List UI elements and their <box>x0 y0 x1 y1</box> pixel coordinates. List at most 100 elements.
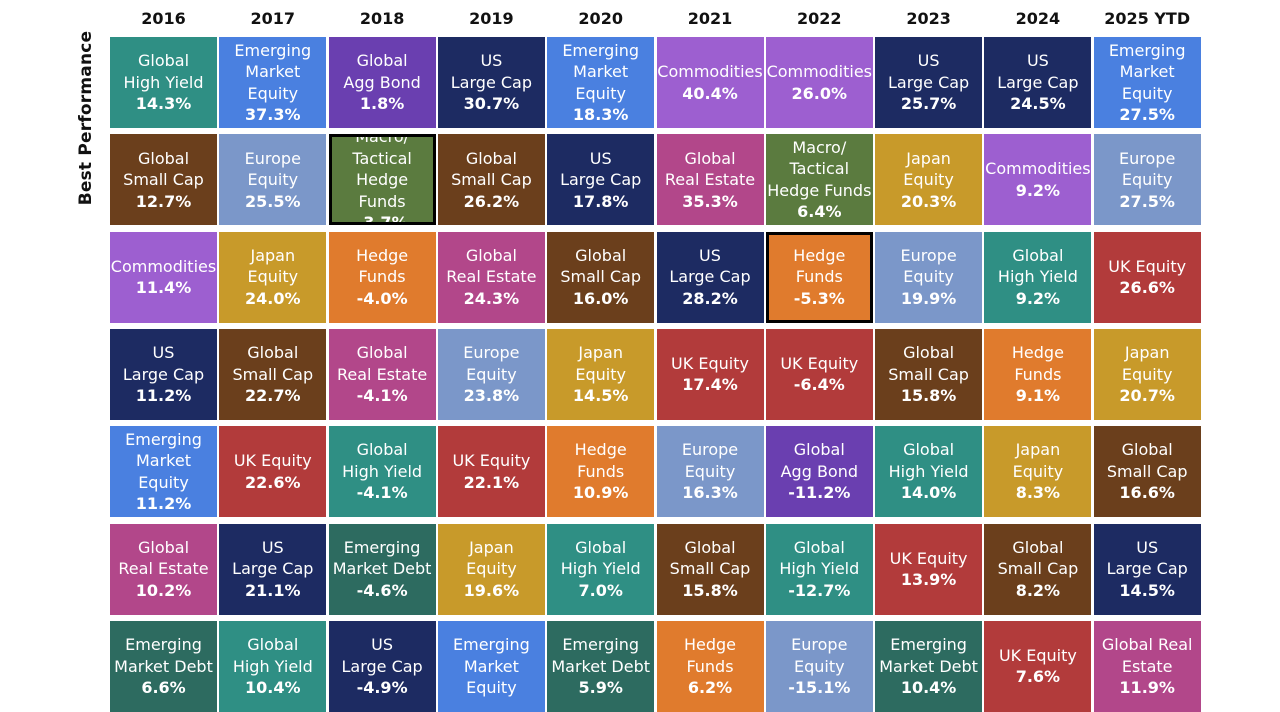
year-label: 2019 <box>469 9 514 28</box>
performance-cell: Macro/ Tactical Hedge Funds 6.4% <box>765 134 873 226</box>
return-value: 30.7% <box>463 94 520 114</box>
performance-cell: Japan Equity 24.0% <box>219 231 327 323</box>
year-label: 2020 <box>578 9 623 28</box>
asset-name: Global High Yield <box>342 440 423 481</box>
return-value: -11.2% <box>788 483 851 503</box>
asset-name: Europe Equity <box>244 148 301 190</box>
return-value: 24.0% <box>245 288 301 308</box>
asset-name: Global Small Cap <box>1106 440 1188 481</box>
asset-name: US Large Cap <box>122 343 205 384</box>
asset-name: Global Real Estate <box>118 537 209 579</box>
asset-name: Emerging Market Equity <box>453 635 530 698</box>
return-value: 28.2% <box>682 288 738 308</box>
return-value: 24.5% <box>1010 94 1066 114</box>
return-value: 9.2% <box>1015 288 1061 308</box>
performance-cell: Emerging Market Equity 11.2% <box>110 426 217 518</box>
asset-name: Japan Equity <box>247 245 299 287</box>
performance-cell: Europe Equity 25.5% <box>219 134 327 226</box>
performance-cell: Emerging Market Debt -4.6% <box>328 523 436 615</box>
asset-name: Emerging Market Equity <box>234 40 312 103</box>
return-value: 14.5% <box>572 386 629 406</box>
return-value: 11.2% <box>135 386 192 406</box>
return-value: 22.7% <box>245 386 301 406</box>
asset-name: Emerging Market Debt <box>879 635 978 676</box>
asset-name: US Large Cap <box>341 635 423 676</box>
return-value: 18.3% <box>572 105 629 124</box>
performance-cell: Global Agg Bond 1.8% <box>328 37 436 128</box>
asset-name: Emerging Market Debt <box>332 537 432 579</box>
performance-cell: Japan Equity 14.5% <box>547 328 655 420</box>
performance-cell: Global Small Cap 12.7% <box>110 134 217 226</box>
return-value: -3.7% <box>356 213 408 226</box>
year-label: 2016 <box>141 9 186 28</box>
performance-cell: Hedge Funds -4.0% <box>328 231 436 323</box>
asset-name: Global Small Cap <box>888 343 969 384</box>
performance-cell: Global Small Cap 8.2% <box>984 523 1092 615</box>
performance-cell: Europe Equity -15.1% <box>765 620 873 712</box>
return-value: 19.6% <box>463 580 520 600</box>
performance-cell: Japan Equity 20.7% <box>1093 328 1201 420</box>
performance-cell: Global Small Cap 15.8% <box>656 523 764 615</box>
return-value: 26.6% <box>1119 278 1175 298</box>
asset-name: US Large Cap <box>887 51 970 92</box>
performance-cell: Commodities 26.0% <box>765 37 873 128</box>
return-value: -5.3% <box>793 288 845 308</box>
return-value: 8.2% <box>1015 580 1061 600</box>
return-value: 8.3% <box>1015 483 1061 503</box>
asset-name: Hedge Funds <box>793 245 846 287</box>
return-value: 14.0% <box>900 483 957 503</box>
return-value: -4.9% <box>356 678 408 698</box>
return-value: 16.0% <box>572 288 629 308</box>
return-value: 10.4% <box>900 678 957 698</box>
asset-name: US Large Cap <box>450 51 532 92</box>
return-value: 35.3% <box>682 191 738 211</box>
asset-name: UK Equity <box>1108 256 1187 276</box>
return-value: 26.2% <box>463 191 520 211</box>
asset-name: Global Real Estate <box>1101 635 1193 676</box>
year-label: 2018 <box>359 9 405 28</box>
asset-name: US Large Cap <box>997 51 1079 92</box>
asset-name: Hedge Funds <box>683 635 737 676</box>
return-value: 22.6% <box>245 472 301 492</box>
performance-cell: Hedge Funds 10.9% <box>547 426 655 518</box>
asset-name: US Large Cap <box>232 537 314 579</box>
performance-cell: Global Real Estate 35.3% <box>656 134 764 226</box>
asset-name: UK Equity <box>998 645 1077 665</box>
asset-name: Global High Yield <box>997 245 1078 287</box>
return-value: 6.2% <box>687 678 733 698</box>
return-value: -15.1% <box>788 678 851 698</box>
asset-name: Hedge Funds <box>1011 343 1064 384</box>
return-value: 7.0% <box>578 580 623 600</box>
return-value: 15.8% <box>900 386 957 406</box>
return-value: 17.4% <box>682 375 738 395</box>
performance-cell: US Large Cap 21.1% <box>219 523 327 615</box>
return-value: 25.5% <box>245 191 301 211</box>
asset-name: Global Small Cap <box>560 245 642 287</box>
performance-cell: Europe Equity 19.9% <box>875 231 983 323</box>
return-value: 26.0% <box>791 83 848 103</box>
asset-name: Global Small Cap <box>232 343 314 384</box>
performance-cell: Global High Yield 10.4% <box>219 620 327 712</box>
return-value: 20.3% <box>900 191 957 211</box>
asset-name: Japan Equity <box>466 537 517 579</box>
year-label: 2021 <box>687 9 733 28</box>
return-value: 10.9% <box>572 483 629 503</box>
performance-cell: Commodities 11.4% <box>110 231 217 323</box>
asset-name: UK Equity <box>233 451 312 471</box>
return-value: -12.7% <box>788 580 851 600</box>
asset-name: Emerging Market Debt <box>114 635 213 676</box>
performance-cell: Global Small Cap 16.0% <box>547 231 655 323</box>
return-value: 16.6% <box>1119 483 1175 503</box>
return-value: 24.3% <box>463 288 520 308</box>
asset-name: Commodities <box>110 256 217 276</box>
performance-cell: Global High Yield 7.0% <box>547 523 655 615</box>
asset-name: Japan Equity <box>903 148 954 190</box>
performance-cell: Global Real Estate 24.3% <box>437 231 545 323</box>
performance-cell: US Large Cap 28.2% <box>656 231 764 323</box>
year-label: 2022 <box>797 9 842 28</box>
asset-name: Emerging Market Equity <box>1108 40 1186 103</box>
return-value: 22.1% <box>463 472 520 492</box>
return-value: 6.6% <box>141 678 186 698</box>
asset-name: Global High Yield <box>560 537 641 579</box>
performance-cell: Global Small Cap 15.8% <box>875 328 983 420</box>
